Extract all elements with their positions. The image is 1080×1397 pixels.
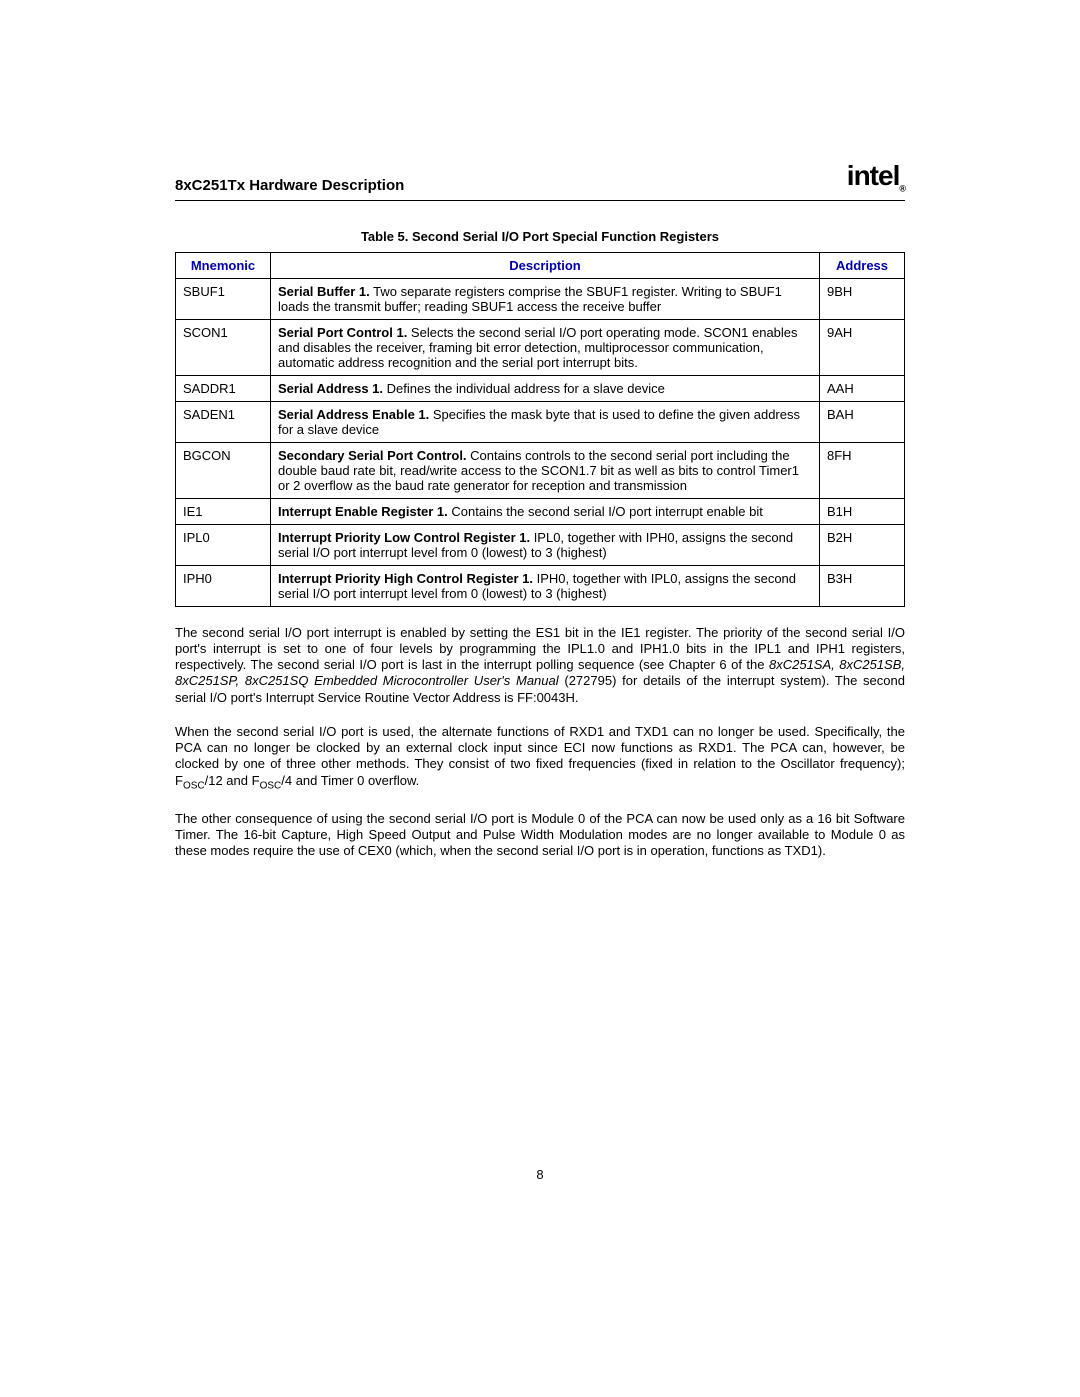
table-caption: Table 5. Second Serial I/O Port Special … [175,229,905,244]
page: 8xC251Tx Hardware Description intel® Tab… [0,0,1080,1397]
cell-address: 8FH [820,442,905,498]
p2-text-c: /4 and Timer 0 overflow. [281,773,419,788]
table-row: IPH0Interrupt Priority High Control Regi… [176,565,905,606]
table-row: IE1Interrupt Enable Register 1. Contains… [176,498,905,524]
table-row: BGCONSecondary Serial Port Control. Cont… [176,442,905,498]
cell-description: Serial Buffer 1. Two separate registers … [271,278,820,319]
cell-description: Interrupt Priority Low Control Register … [271,524,820,565]
cell-description: Interrupt Enable Register 1. Contains th… [271,498,820,524]
table-row: SADDR1Serial Address 1. Defines the indi… [176,375,905,401]
cell-description: Secondary Serial Port Control. Contains … [271,442,820,498]
p2-text-b: /12 and F [205,773,260,788]
col-header-description: Description [271,252,820,278]
paragraph-3: The other consequence of using the secon… [175,811,905,860]
table-row: SADEN1Serial Address Enable 1. Specifies… [176,401,905,442]
cell-mnemonic: SADDR1 [176,375,271,401]
cell-description: Serial Address 1. Defines the individual… [271,375,820,401]
p2-sub2: OSC [260,780,282,791]
intel-logo: intel® [847,160,905,194]
cell-mnemonic: IE1 [176,498,271,524]
logo-text: intel [847,160,900,191]
cell-mnemonic: IPH0 [176,565,271,606]
page-header: 8xC251Tx Hardware Description intel® [175,160,905,201]
cell-description: Interrupt Priority High Control Register… [271,565,820,606]
cell-mnemonic: IPL0 [176,524,271,565]
cell-address: AAH [820,375,905,401]
cell-description: Serial Port Control 1. Selects the secon… [271,319,820,375]
table-row: SCON1Serial Port Control 1. Selects the … [176,319,905,375]
cell-address: 9AH [820,319,905,375]
registered-icon: ® [899,184,905,194]
cell-address: B3H [820,565,905,606]
cell-mnemonic: BGCON [176,442,271,498]
cell-mnemonic: SADEN1 [176,401,271,442]
cell-description: Serial Address Enable 1. Specifies the m… [271,401,820,442]
cell-mnemonic: SBUF1 [176,278,271,319]
cell-mnemonic: SCON1 [176,319,271,375]
p2-sub1: OSC [183,780,205,791]
cell-address: B1H [820,498,905,524]
page-number: 8 [0,1167,1080,1182]
paragraph-1: The second serial I/O port interrupt is … [175,625,905,706]
cell-address: BAH [820,401,905,442]
paragraph-2: When the second serial I/O port is used,… [175,724,905,793]
cell-address: B2H [820,524,905,565]
table-row: IPL0Interrupt Priority Low Control Regis… [176,524,905,565]
col-header-address: Address [820,252,905,278]
table-row: SBUF1Serial Buffer 1. Two separate regis… [176,278,905,319]
col-header-mnemonic: Mnemonic [176,252,271,278]
sfr-table: Mnemonic Description Address SBUF1Serial… [175,252,905,607]
document-title: 8xC251Tx Hardware Description [175,177,404,194]
table-header-row: Mnemonic Description Address [176,252,905,278]
cell-address: 9BH [820,278,905,319]
